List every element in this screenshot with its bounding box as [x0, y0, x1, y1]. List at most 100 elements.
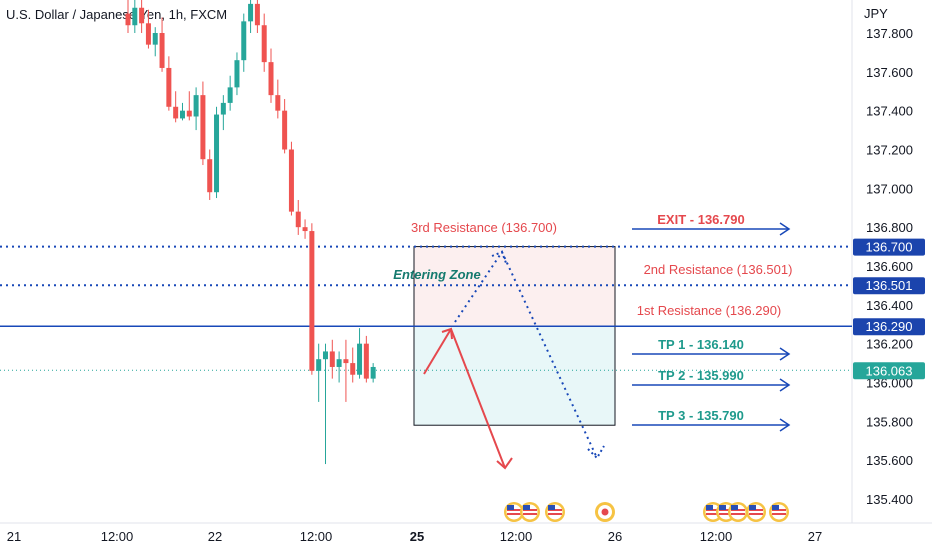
exit-label-arrowhead: [779, 222, 791, 236]
third-resistance-label: 3rd Resistance (136.700): [411, 220, 557, 235]
candle-body: [200, 95, 206, 160]
candle-body: [268, 62, 274, 96]
drop-arrow-head: [496, 457, 513, 470]
level-price-tag-text: 136.700: [866, 240, 913, 255]
tp2-label: TP 2 - 135.990: [658, 368, 744, 383]
candle-body: [254, 3, 260, 26]
candle-body: [302, 227, 308, 232]
candle-body: [166, 67, 172, 107]
candle-body: [309, 231, 315, 371]
candle-body: [248, 3, 254, 22]
resistance-zone-box: [413, 246, 616, 327]
candle-body: [159, 33, 165, 68]
level-price-tag-text: 136.290: [866, 319, 913, 334]
time-tick-label: 27: [808, 529, 822, 544]
exit-label: EXIT - 136.790: [657, 212, 744, 227]
candle-body: [350, 363, 356, 375]
price-tick-label: 136.800: [866, 220, 913, 235]
us-flag-stripe: [731, 513, 745, 515]
candle-body: [295, 211, 301, 228]
tp2-label-arrowhead: [779, 378, 791, 392]
candle-body: [241, 21, 247, 61]
time-tick-label: 12:00: [300, 529, 333, 544]
projected-path-head-up: [491, 250, 507, 264]
time-tick-label: 12:00: [500, 529, 533, 544]
candle-body: [357, 343, 363, 375]
candle-body: [275, 95, 281, 111]
tp3-label: TP 3 - 135.790: [658, 408, 744, 423]
target-zone-box: [413, 325, 616, 426]
us-flag-stripe: [749, 513, 763, 515]
us-flag-canton: [523, 505, 530, 510]
price-tick-label: 137.200: [866, 143, 913, 158]
level-price-tag: [853, 277, 925, 295]
candle-body: [220, 102, 226, 115]
us-flag-canton: [706, 505, 713, 510]
price-tick-label: 136.200: [866, 337, 913, 352]
candle-body: [336, 359, 342, 367]
candle-body: [207, 159, 213, 193]
candle-body: [329, 351, 335, 367]
time-tick-label: 12:00: [101, 529, 134, 544]
tp1-label-arrowhead: [779, 347, 791, 361]
price-tick-label: 135.600: [866, 453, 913, 468]
us-flag-canton: [772, 505, 779, 510]
us-flag-stripe: [772, 513, 786, 515]
us-flag-canton: [548, 505, 555, 510]
price-tick-label: 137.800: [866, 26, 913, 41]
current-price-tag: [853, 362, 925, 380]
candle-body: [234, 60, 240, 88]
price-tick-label: 137.600: [866, 65, 913, 80]
candle-body: [343, 359, 349, 364]
projected-path-head-down: [587, 445, 605, 460]
tp3-label-arrowhead: [779, 418, 791, 432]
jp-flag-dot: [601, 508, 609, 516]
us-flag-stripe: [523, 513, 537, 515]
us-flag-canton: [749, 505, 756, 510]
candle-body: [227, 87, 233, 103]
level-price-tag: [853, 238, 925, 256]
time-tick-label: 22: [208, 529, 222, 544]
us-flag-stripe: [548, 513, 562, 515]
candle-body: [125, 13, 131, 26]
candle-body: [214, 114, 220, 193]
us-flag-canton: [719, 505, 726, 510]
level-price-tag-text: 136.501: [866, 278, 913, 293]
candle-body: [363, 343, 369, 379]
price-tick-label: 137.400: [866, 104, 913, 119]
candle-body: [316, 359, 322, 371]
candle-body: [322, 351, 328, 360]
entering-zone-label: Entering Zone: [393, 267, 480, 282]
entry-arrow-up: [423, 328, 452, 375]
us-flag-stripe: [507, 513, 521, 515]
candle-body: [261, 25, 267, 63]
price-tick-label: 136.400: [866, 298, 913, 313]
first-resistance-label: 1st Resistance (136.290): [637, 303, 782, 318]
candle-body: [193, 95, 199, 117]
current-price-tag-text: 136.063: [866, 363, 913, 378]
chart-title: U.S. Dollar / Japanese Yen, 1h, FXCM: [6, 7, 228, 22]
price-tick-label: 136.600: [866, 259, 913, 274]
tp1-label: TP 1 - 136.140: [658, 337, 744, 352]
candle-body: [179, 110, 185, 119]
candle-body: [145, 23, 151, 45]
candle-body: [370, 366, 376, 379]
drop-arrow: [450, 328, 506, 469]
us-flag-canton: [507, 505, 514, 510]
price-axis-unit: JPY: [864, 6, 888, 21]
time-tick-label: 25: [410, 529, 424, 544]
second-resistance-label: 2nd Resistance (136.501): [644, 262, 793, 277]
price-tick-label: 135.800: [866, 414, 913, 429]
candle-body: [173, 106, 179, 119]
price-tick-label: 137.000: [866, 181, 913, 196]
level-price-tag: [853, 318, 925, 336]
price-tick-label: 135.400: [866, 492, 913, 507]
candle-body: [282, 110, 288, 150]
time-tick-label: 26: [608, 529, 622, 544]
candle-body: [152, 33, 158, 45]
time-tick-label: 12:00: [700, 529, 733, 544]
us-flag-stripe: [719, 513, 733, 515]
candle-body: [288, 149, 294, 212]
candle-body: [132, 7, 138, 26]
